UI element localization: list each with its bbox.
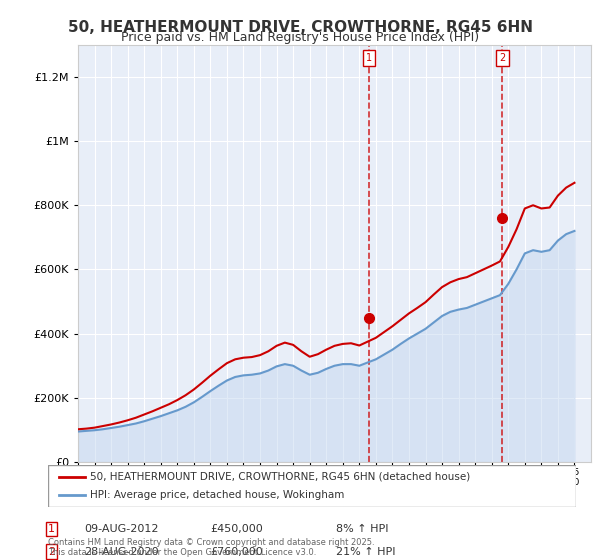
Text: £450,000: £450,000 — [210, 524, 263, 534]
Text: 50, HEATHERMOUNT DRIVE, CROWTHORNE, RG45 6HN (detached house): 50, HEATHERMOUNT DRIVE, CROWTHORNE, RG45… — [90, 472, 470, 482]
Text: 28-AUG-2020: 28-AUG-2020 — [84, 547, 158, 557]
Text: 1: 1 — [48, 524, 55, 534]
Text: 2: 2 — [499, 53, 506, 63]
Text: 2: 2 — [48, 547, 55, 557]
Text: Contains HM Land Registry data © Crown copyright and database right 2025.
This d: Contains HM Land Registry data © Crown c… — [48, 538, 374, 557]
Text: 09-AUG-2012: 09-AUG-2012 — [84, 524, 158, 534]
Text: 8% ↑ HPI: 8% ↑ HPI — [336, 524, 389, 534]
Text: HPI: Average price, detached house, Wokingham: HPI: Average price, detached house, Woki… — [90, 490, 344, 500]
Text: 21% ↑ HPI: 21% ↑ HPI — [336, 547, 395, 557]
Text: Price paid vs. HM Land Registry's House Price Index (HPI): Price paid vs. HM Land Registry's House … — [121, 31, 479, 44]
FancyBboxPatch shape — [48, 465, 576, 507]
Text: 50, HEATHERMOUNT DRIVE, CROWTHORNE, RG45 6HN: 50, HEATHERMOUNT DRIVE, CROWTHORNE, RG45… — [67, 20, 533, 35]
Text: £760,000: £760,000 — [210, 547, 263, 557]
Text: 1: 1 — [366, 53, 373, 63]
